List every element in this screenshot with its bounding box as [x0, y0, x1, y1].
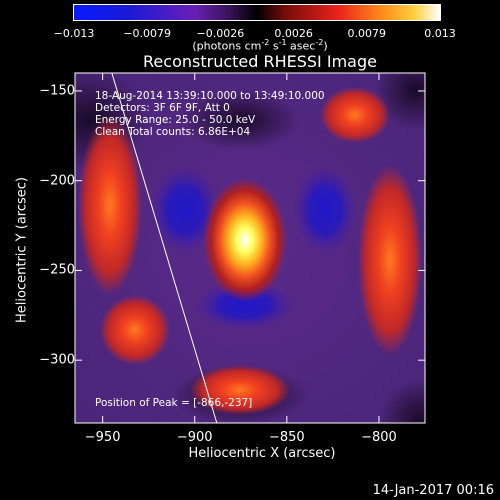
- colorbar-tick-label: −0.0079: [123, 27, 172, 40]
- info-clean-counts: Clean Total counts: 6.86E+04: [95, 126, 251, 138]
- colorbar-tick-label: −0.0026: [196, 27, 245, 40]
- y-tick-label: −300: [39, 352, 75, 368]
- y-axis-label: Heliocentric Y (arcsec): [14, 177, 30, 323]
- image-map: [75, 73, 425, 423]
- timestamp: 14-Jan-2017 00:16: [372, 483, 494, 498]
- solar-limb-line: [111, 73, 218, 423]
- plot-frame: [74, 72, 426, 424]
- info-detectors: Detectors: 3F 6F 9F, Att 0: [95, 102, 230, 114]
- colorbar-tick-label: 0.0079: [347, 27, 387, 40]
- x-axis-label: Heliocentric X (arcsec): [188, 446, 336, 461]
- y-tick-label: −150: [39, 83, 75, 99]
- x-tick-label: −850: [268, 430, 305, 445]
- peak-position-label: Position of Peak = [-866,-237]: [95, 397, 253, 409]
- info-time-range: 18-Aug-2014 13:39:10.000 to 13:49:10.000: [95, 90, 325, 102]
- x-tick-label: −900: [176, 430, 213, 445]
- chart-title: Reconstructed RHESSI Image: [143, 52, 377, 71]
- colorbar-tick-label: 0.013: [424, 27, 456, 40]
- colorbar-gradient: [74, 5, 440, 20]
- colorbar-units: (photons cm-2 s-1 asec-2): [192, 38, 328, 53]
- y-tick-label: −200: [39, 173, 75, 189]
- peak-source: [203, 178, 287, 302]
- colorbar-tick-label: −0.013: [53, 27, 95, 40]
- info-energy-range: Energy Range: 25.0 - 50.0 keV: [95, 114, 256, 126]
- colorbar-tick-label: 0.0026: [274, 27, 313, 40]
- x-tick-label: −950: [84, 430, 121, 445]
- y-tick-label: −250: [39, 262, 75, 278]
- x-tick-label: −800: [361, 430, 397, 445]
